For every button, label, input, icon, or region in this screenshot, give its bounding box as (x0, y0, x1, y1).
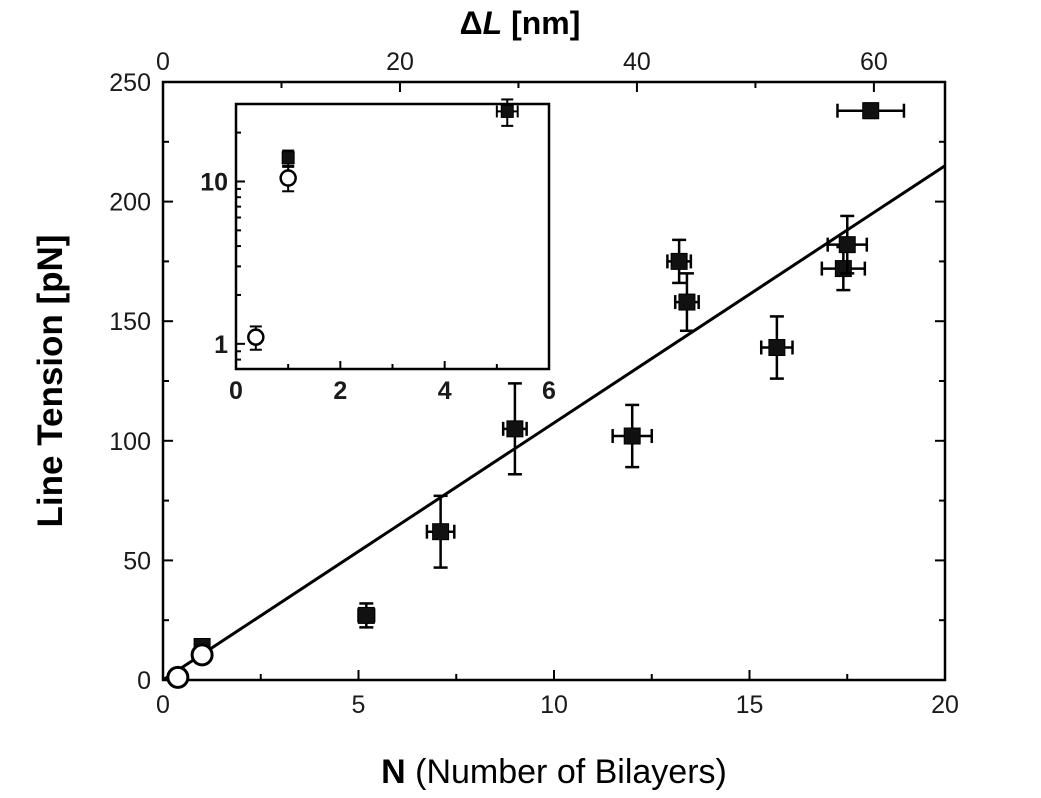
top-axis-title: ΔL [nm] (460, 5, 581, 41)
square-marker (768, 339, 786, 357)
top-x-tick-label: 60 (860, 48, 888, 76)
fit-line (162, 164, 946, 682)
inset-y-ticks: 1 10 (200, 103, 245, 361)
x-tick-label: 20 (931, 691, 959, 719)
top-x-tick-label: 0 (156, 48, 170, 76)
main-top-x-ticks: 0 20 40 60 (156, 48, 888, 92)
square-data-point (495, 98, 519, 127)
square-marker (623, 427, 641, 445)
inset-y-tick-label: 1 (214, 331, 228, 359)
square-data-point (836, 102, 906, 120)
square-data-point (357, 602, 376, 629)
x-tick-label: 0 (156, 691, 170, 719)
square-data-point (666, 238, 693, 285)
y-axis-title: Line Tension [pN] (31, 235, 70, 528)
main-data-points (166, 102, 906, 689)
square-marker (281, 151, 295, 165)
y-tick-label: 250 (109, 69, 151, 97)
y-tick-label: 150 (109, 308, 151, 336)
square-marker (678, 293, 696, 311)
circle-data-point (247, 325, 265, 351)
square-data-point (759, 315, 794, 380)
inset-plot: 0 2 4 6 1 10 (200, 98, 556, 405)
inset-data-points (247, 98, 519, 351)
inset-x-ticks: 0 2 4 6 (229, 361, 556, 405)
square-data-point (820, 245, 867, 292)
square-marker (838, 236, 856, 254)
square-marker (670, 252, 688, 270)
circle-marker (247, 328, 265, 346)
square-marker (506, 420, 524, 438)
x-axis-title-bold: N (381, 753, 406, 791)
x-tick-label: 15 (736, 691, 764, 719)
square-marker (357, 606, 375, 624)
square-data-point (501, 382, 528, 476)
inset-y-tick-label: 10 (200, 168, 228, 196)
y-tick-label: 100 (109, 428, 151, 456)
top-x-tick-label: 20 (386, 48, 414, 76)
square-data-point (826, 214, 869, 275)
x-tick-label: 5 (352, 691, 366, 719)
x-axis-title-rest: (Number of Bilayers) (406, 753, 727, 791)
inset-x-tick-label: 6 (542, 377, 556, 405)
main-x-ticks: 0 5 10 15 20 (156, 670, 959, 719)
circle-marker (166, 665, 190, 689)
circle-marker (279, 169, 297, 187)
top-x-tick-label: 40 (623, 48, 651, 76)
inset-background (236, 104, 549, 369)
y-tick-label: 50 (123, 547, 151, 575)
square-marker (432, 523, 450, 541)
top-axis-title-italic: L (483, 5, 503, 41)
circle-data-point (190, 643, 214, 667)
circle-data-point (279, 165, 297, 193)
square-data-point (611, 403, 653, 469)
square-data-point (425, 494, 456, 569)
inset-x-tick-label: 2 (333, 377, 347, 405)
fit-line-group (162, 164, 946, 682)
square-marker (862, 102, 880, 120)
inset-x-tick-label: 4 (438, 377, 452, 405)
circle-marker (190, 643, 214, 667)
y-tick-label: 200 (109, 189, 151, 217)
y-tick-label: 0 (137, 667, 151, 695)
inset-x-tick-label: 0 (229, 377, 243, 405)
square-data-point (673, 272, 700, 333)
top-axis-title-rest: [nm] (502, 5, 580, 41)
top-axis-title-delta: Δ (460, 5, 483, 41)
square-data-point (281, 149, 295, 167)
x-tick-label: 10 (540, 691, 568, 719)
x-axis-title: N (Number of Bilayers) (381, 753, 727, 791)
square-marker (500, 104, 514, 118)
circle-data-point (166, 665, 190, 689)
